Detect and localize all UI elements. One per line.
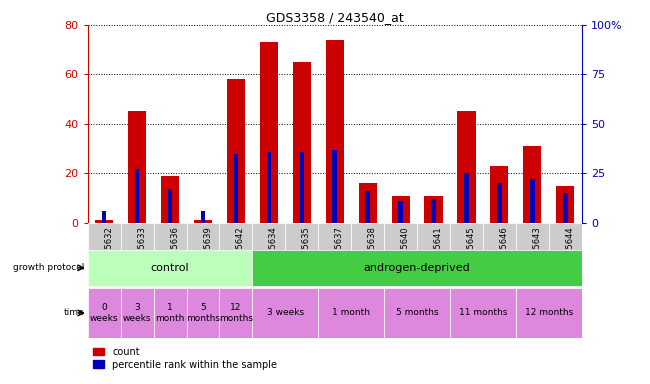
Bar bbox=[161, 176, 179, 223]
Bar bbox=[450, 223, 483, 286]
Text: 11 months: 11 months bbox=[459, 308, 507, 318]
Bar bbox=[490, 166, 508, 223]
Bar bbox=[102, 211, 107, 223]
Bar bbox=[359, 183, 377, 223]
Bar bbox=[187, 288, 220, 338]
Bar bbox=[300, 152, 304, 223]
Bar bbox=[252, 223, 285, 286]
Bar bbox=[220, 288, 252, 338]
Bar bbox=[483, 223, 516, 286]
Bar bbox=[318, 223, 351, 286]
Text: 1 month: 1 month bbox=[332, 308, 370, 318]
Bar bbox=[135, 169, 139, 223]
Bar bbox=[285, 223, 318, 286]
Text: 0
weeks: 0 weeks bbox=[90, 303, 118, 323]
Bar bbox=[318, 288, 384, 338]
Text: GSM215639: GSM215639 bbox=[203, 226, 212, 276]
Text: GSM215636: GSM215636 bbox=[170, 226, 179, 277]
Text: growth protocol: growth protocol bbox=[13, 263, 84, 272]
Bar bbox=[549, 223, 582, 286]
Bar bbox=[384, 223, 417, 286]
Bar bbox=[326, 40, 344, 223]
Text: 12 months: 12 months bbox=[525, 308, 573, 318]
Bar bbox=[88, 288, 121, 338]
Bar bbox=[384, 288, 450, 338]
Bar bbox=[516, 223, 549, 286]
Text: GSM215640: GSM215640 bbox=[400, 226, 410, 276]
Bar bbox=[227, 79, 245, 223]
Text: GSM215641: GSM215641 bbox=[434, 226, 443, 276]
Bar bbox=[128, 111, 146, 223]
Bar bbox=[464, 173, 469, 223]
Text: GSM215644: GSM215644 bbox=[566, 226, 575, 276]
Bar bbox=[153, 288, 187, 338]
Text: androgen-deprived: androgen-deprived bbox=[364, 263, 471, 273]
Text: 1
month: 1 month bbox=[155, 303, 185, 323]
Text: 3
weeks: 3 weeks bbox=[123, 303, 151, 323]
Text: GSM215633: GSM215633 bbox=[137, 226, 146, 277]
Text: GSM215632: GSM215632 bbox=[104, 226, 113, 276]
Title: GDS3358 / 243540_at: GDS3358 / 243540_at bbox=[266, 11, 404, 24]
Bar bbox=[391, 195, 410, 223]
Bar bbox=[556, 185, 575, 223]
Bar bbox=[497, 183, 502, 223]
Bar bbox=[458, 111, 476, 223]
Bar bbox=[168, 189, 172, 223]
Text: 12
months: 12 months bbox=[219, 303, 253, 323]
Text: control: control bbox=[151, 263, 189, 273]
Text: GSM215642: GSM215642 bbox=[236, 226, 245, 276]
Bar bbox=[252, 288, 318, 338]
Text: GSM215635: GSM215635 bbox=[302, 226, 311, 276]
Bar bbox=[450, 288, 516, 338]
Text: GSM215637: GSM215637 bbox=[335, 226, 344, 277]
Bar bbox=[530, 179, 534, 223]
Bar bbox=[351, 223, 384, 286]
Bar bbox=[417, 223, 450, 286]
Bar bbox=[121, 223, 153, 286]
Text: 5 months: 5 months bbox=[396, 308, 438, 318]
Bar bbox=[365, 191, 370, 223]
Bar bbox=[220, 223, 252, 286]
Text: GSM215634: GSM215634 bbox=[269, 226, 278, 276]
Text: GSM215645: GSM215645 bbox=[467, 226, 476, 276]
Text: GSM215646: GSM215646 bbox=[499, 226, 508, 276]
Bar bbox=[187, 223, 220, 286]
Bar bbox=[424, 195, 443, 223]
Bar bbox=[201, 211, 205, 223]
Bar bbox=[260, 42, 278, 223]
Bar bbox=[88, 250, 252, 286]
Bar bbox=[252, 250, 582, 286]
Bar bbox=[88, 223, 121, 286]
Bar bbox=[516, 288, 582, 338]
Bar bbox=[398, 201, 403, 223]
Bar bbox=[234, 154, 238, 223]
Bar bbox=[432, 199, 436, 223]
Text: 3 weeks: 3 weeks bbox=[266, 308, 304, 318]
Bar bbox=[266, 152, 271, 223]
Bar bbox=[153, 223, 187, 286]
Bar bbox=[523, 146, 541, 223]
Bar bbox=[292, 62, 311, 223]
Legend: count, percentile rank within the sample: count, percentile rank within the sample bbox=[92, 347, 277, 369]
Bar bbox=[563, 193, 567, 223]
Bar bbox=[194, 220, 212, 223]
Text: GSM215643: GSM215643 bbox=[532, 226, 541, 276]
Bar bbox=[333, 149, 337, 223]
Text: time: time bbox=[64, 308, 84, 318]
Bar bbox=[95, 220, 113, 223]
Text: GSM215638: GSM215638 bbox=[368, 226, 377, 277]
Bar bbox=[121, 288, 153, 338]
Text: 5
months: 5 months bbox=[186, 303, 220, 323]
